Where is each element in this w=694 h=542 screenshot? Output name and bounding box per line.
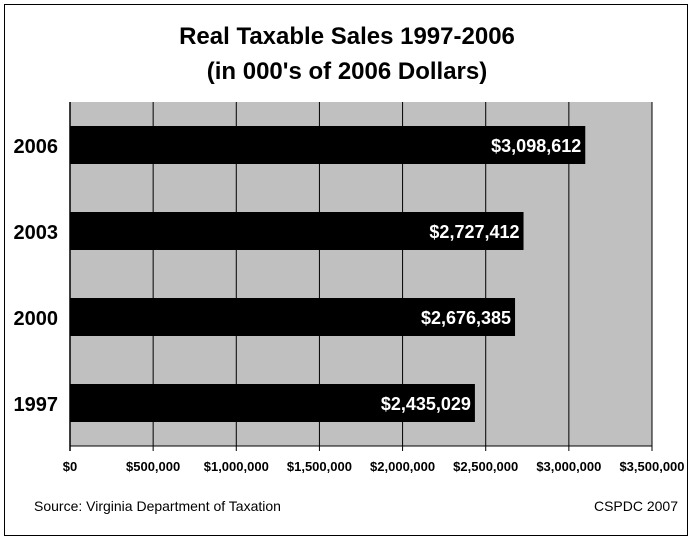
data-label: $2,435,029 xyxy=(381,394,471,414)
y-category-label: 2003 xyxy=(14,222,59,244)
data-label: $2,676,385 xyxy=(421,308,511,328)
bar-2006 xyxy=(70,126,586,164)
chart-subtitle: (in 000's of 2006 Dollars) xyxy=(206,58,488,85)
data-label: $2,727,412 xyxy=(429,222,519,242)
chart-title: Real Taxable Sales 1997-2006 xyxy=(179,23,515,50)
x-tick-label: $1,000,000 xyxy=(204,459,269,474)
source-note: Source: Virginia Department of Taxation xyxy=(34,498,281,514)
bar-2003 xyxy=(70,212,524,250)
x-tick-label: $3,000,000 xyxy=(536,459,601,474)
x-tick-label: $0 xyxy=(63,459,77,474)
axes xyxy=(69,102,653,451)
labels: $0 $500,000 $1,000,000 $1,500,000 $2,000,000… xyxy=(14,136,685,474)
data-label: $3,098,612 xyxy=(491,136,581,156)
x-tick-label: $1,500,000 xyxy=(287,459,352,474)
y-category-label: 2006 xyxy=(14,136,59,158)
x-tick-label: $2,500,000 xyxy=(453,459,518,474)
x-tick-label: $3,500,000 xyxy=(619,459,684,474)
y-category-label: 1997 xyxy=(14,394,59,416)
x-tick-label: $500,000 xyxy=(126,459,180,474)
bar-2000 xyxy=(70,298,516,336)
credit-note: CSPDC 2007 xyxy=(593,498,678,514)
bar-1997 xyxy=(70,384,475,422)
x-tick-label: $2,000,000 xyxy=(370,459,435,474)
y-category-label: 2000 xyxy=(14,308,59,330)
bars xyxy=(70,126,586,422)
